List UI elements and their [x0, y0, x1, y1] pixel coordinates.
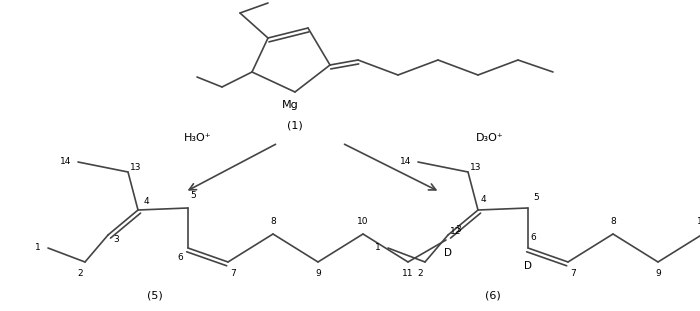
Text: D: D — [444, 248, 452, 258]
Text: 4: 4 — [480, 196, 486, 205]
Text: 10: 10 — [357, 217, 369, 226]
Text: 5: 5 — [533, 193, 539, 202]
Text: 7: 7 — [230, 270, 236, 278]
Text: 6: 6 — [530, 234, 536, 243]
Text: 2: 2 — [77, 270, 83, 278]
Text: 8: 8 — [610, 217, 616, 226]
Text: 3: 3 — [113, 235, 119, 244]
Text: D₃O⁺: D₃O⁺ — [476, 133, 504, 143]
Text: 9: 9 — [655, 270, 661, 278]
Text: 2: 2 — [417, 270, 423, 278]
Text: 5: 5 — [190, 192, 196, 201]
Text: 3: 3 — [455, 225, 461, 234]
Text: 9: 9 — [315, 270, 321, 278]
Text: 1: 1 — [375, 244, 381, 253]
Text: 12: 12 — [450, 228, 462, 236]
Text: Mg: Mg — [281, 100, 298, 110]
Text: 14: 14 — [400, 157, 412, 166]
Text: 13: 13 — [130, 163, 141, 171]
Text: (1): (1) — [287, 120, 303, 130]
Text: 7: 7 — [570, 270, 576, 278]
Text: 14: 14 — [60, 157, 71, 166]
Text: 8: 8 — [270, 217, 276, 226]
Text: (6): (6) — [485, 290, 501, 300]
Text: H₃O⁺: H₃O⁺ — [184, 133, 212, 143]
Text: 10: 10 — [697, 217, 700, 226]
Text: 1: 1 — [35, 244, 41, 253]
Text: 4: 4 — [144, 197, 149, 207]
Text: D: D — [524, 261, 532, 271]
Text: 13: 13 — [470, 163, 482, 171]
Text: 6: 6 — [177, 253, 183, 262]
Text: (5): (5) — [147, 290, 163, 300]
Text: 11: 11 — [402, 270, 414, 278]
